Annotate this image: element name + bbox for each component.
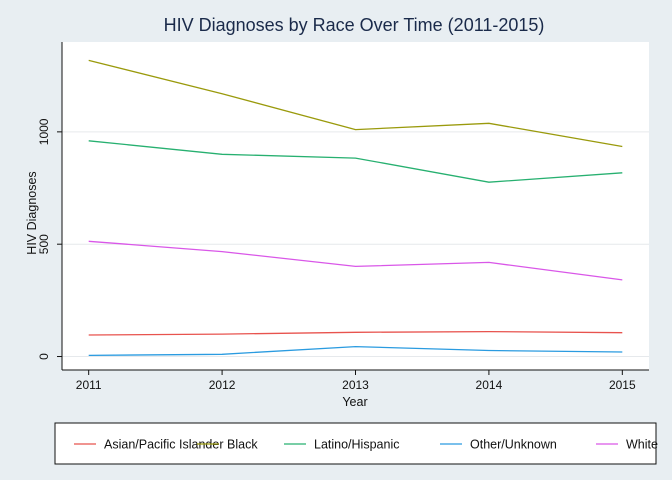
x-axis-title: Year [342, 395, 367, 409]
x-tick-label: 2014 [476, 378, 503, 392]
y-tick-label: 500 [37, 234, 51, 254]
plot-area [62, 42, 649, 370]
y-tick-label: 0 [37, 353, 51, 360]
chart-title: HIV Diagnoses by Race Over Time (2011-20… [164, 15, 545, 35]
y-axis-ticks: 0 500 1000 [37, 118, 62, 360]
legend: Asian/Pacific Islander Black Latino/Hispan… [74, 438, 658, 452]
legend-label-white: White [626, 438, 658, 452]
series-line-asian-pacific-islander [88, 330, 623, 336]
legend-label-asian-pacific-islander: Asian/Pacific Islander [104, 438, 224, 452]
x-tick-label: 2013 [342, 378, 369, 392]
series-line-white [88, 240, 623, 281]
legend-box [54, 422, 657, 465]
legend-label-other-unknown: Other/Unknown [470, 438, 557, 452]
x-tick-label: 2011 [76, 378, 102, 392]
x-tick-label: 2012 [209, 378, 236, 392]
x-axis-ticks: 2011 2012 2013 2014 2015 [76, 370, 636, 392]
legend-label-black: Black [227, 438, 258, 452]
y-axis-title: HIV Diagnoses [25, 171, 39, 254]
series-lines [88, 59, 623, 357]
series-line-other-unknown [88, 345, 623, 357]
x-tick-label: 2015 [609, 378, 636, 392]
legend-label-latino-hispanic: Latino/Hispanic [314, 438, 399, 452]
gridlines [62, 131, 649, 358]
series-line-black [88, 59, 623, 148]
series-line-latino-hispanic [88, 140, 623, 183]
y-tick-label: 1000 [37, 118, 51, 145]
